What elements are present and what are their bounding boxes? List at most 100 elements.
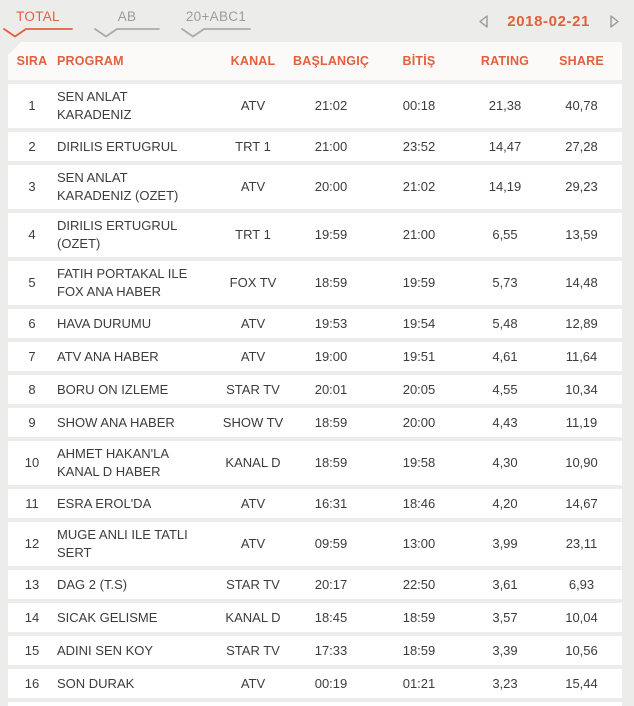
rank-cell: 12 xyxy=(24,536,40,551)
share-cell: 10,56 xyxy=(565,642,598,658)
program-cell: ATV ANA HABER xyxy=(57,348,159,364)
next-date-button[interactable] xyxy=(604,11,624,31)
share-cell: 14,48 xyxy=(565,275,598,290)
end-time-cell: 19:51 xyxy=(402,348,436,364)
rank-cell: 13 xyxy=(24,576,40,592)
column-header-bitis: BİTİŞ xyxy=(402,54,436,68)
table-row: 7 ATV ANA HABER ATV 19:00 19:51 4,61 11,… xyxy=(8,342,622,371)
table-row: 9 SHOW ANA HABER SHOW TV 18:59 20:00 4,4… xyxy=(8,408,622,437)
channel-cell: TRT 1 xyxy=(235,227,271,242)
rating-cell: 3,23 xyxy=(492,675,518,691)
program-cell: SICAK GELISME xyxy=(57,609,158,625)
rank-cell: 11 xyxy=(25,495,39,511)
end-time-cell: 19:54 xyxy=(402,315,436,331)
table-row: 4 DIRILIS ERTUGRUL (OZET) TRT 1 19:59 21… xyxy=(8,213,622,257)
share-cell: 40,78 xyxy=(565,98,598,113)
rating-cell: 14,47 xyxy=(488,138,522,154)
prev-date-button[interactable] xyxy=(473,11,493,31)
channel-cell: SHOW TV xyxy=(222,414,284,430)
rank-cell: 2 xyxy=(28,138,36,154)
tab-underline-notch-icon xyxy=(3,28,73,38)
program-cell: AHMET HAKAN'LA KANAL D HABER xyxy=(57,446,169,479)
share-cell: 11,64 xyxy=(565,348,598,364)
end-time-cell: 18:59 xyxy=(402,642,436,658)
table-header-row: SIRA PROGRAM KANAL BAŞLANGIÇ BİTİŞ RATIN… xyxy=(8,42,622,80)
channel-cell: ATV xyxy=(240,98,266,113)
table-body: 1 SEN ANLAT KARADENIZ ATV 21:02 00:18 21… xyxy=(8,84,622,698)
share-cell: 11,19 xyxy=(565,414,598,430)
audience-tabs: TOTAL AB 20+ABC1 xyxy=(3,7,251,39)
channel-cell: STAR TV xyxy=(226,576,280,592)
channel-cell: ATV xyxy=(240,315,266,331)
end-time-cell: 22:50 xyxy=(402,576,436,592)
column-header-rating: RATING xyxy=(480,54,530,68)
tab-ab[interactable]: AB xyxy=(94,7,160,39)
rating-cell: 21,38 xyxy=(488,98,522,113)
table-row: 12 MUGE ANLI ILE TATLI SERT ATV 09:59 13… xyxy=(8,522,622,566)
table-row: 13 DAG 2 (T.S) STAR TV 20:17 22:50 3,61 … xyxy=(8,570,622,599)
column-header-share: SHARE xyxy=(559,54,604,68)
share-cell: 29,23 xyxy=(565,179,598,194)
end-time-cell: 19:58 xyxy=(402,455,436,470)
tab-total[interactable]: TOTAL xyxy=(3,7,73,39)
tab-underline-notch-icon xyxy=(94,28,160,38)
end-time-cell: 00:18 xyxy=(402,98,436,113)
channel-cell: ATV xyxy=(240,536,266,551)
channel-cell: TRT 1 xyxy=(235,138,271,154)
channel-cell: KANAL D xyxy=(225,609,281,625)
channel-cell: KANAL D xyxy=(225,455,281,470)
rank-cell: 4 xyxy=(28,227,36,242)
triangle-left-icon xyxy=(479,14,488,28)
program-cell: SON DURAK xyxy=(57,675,135,691)
rank-cell: 5 xyxy=(28,275,36,290)
program-cell: DIRILIS ERTUGRUL xyxy=(57,138,178,154)
rating-cell: 5,73 xyxy=(492,275,518,290)
program-cell: ESRA EROL'DA xyxy=(57,495,152,511)
rating-cell: 4,61 xyxy=(492,348,518,364)
end-time-cell: 19:59 xyxy=(402,275,436,290)
start-time-cell: 18:59 xyxy=(314,414,348,430)
share-cell: 10,90 xyxy=(565,455,598,470)
column-header-program: PROGRAM xyxy=(57,54,124,68)
column-header-baslangic: BAŞLANGIÇ xyxy=(293,54,370,68)
rating-cell: 4,30 xyxy=(492,455,518,470)
table-row: 11 ESRA EROL'DA ATV 16:31 18:46 4,20 14,… xyxy=(8,489,622,518)
rank-cell: 1 xyxy=(28,98,36,113)
table-row: 5 FATIH PORTAKAL ILE FOX ANA HABER FOX T… xyxy=(8,261,622,305)
rank-cell: 10 xyxy=(24,455,40,470)
share-cell: 10,34 xyxy=(565,381,598,397)
table-row: 14 SICAK GELISME KANAL D 18:45 18:59 3,5… xyxy=(8,603,622,632)
share-cell: 6,93 xyxy=(568,576,595,592)
start-time-cell: 16:31 xyxy=(314,495,348,511)
end-time-cell: 20:00 xyxy=(402,414,436,430)
share-cell: 13,59 xyxy=(565,227,598,242)
start-time-cell: 21:02 xyxy=(314,98,348,113)
rating-cell: 3,99 xyxy=(492,536,518,551)
table-row: 1 SEN ANLAT KARADENIZ ATV 21:02 00:18 21… xyxy=(8,84,622,128)
rating-cell: 4,20 xyxy=(492,495,518,511)
program-cell: SEN ANLAT KARADENIZ (OZET) xyxy=(57,170,179,203)
tab-underline-notch-icon xyxy=(181,28,251,38)
program-cell: FATIH PORTAKAL ILE FOX ANA HABER xyxy=(57,266,188,299)
share-cell: 15,44 xyxy=(565,675,598,691)
program-cell: HAVA DURUMU xyxy=(57,315,152,331)
share-cell: 27,28 xyxy=(565,138,598,154)
triangle-right-icon xyxy=(609,14,619,28)
tab-20abc1-label: 20+ABC1 xyxy=(185,9,247,24)
end-time-cell: 21:02 xyxy=(402,179,436,194)
rank-cell: 8 xyxy=(28,381,36,397)
share-cell: 12,89 xyxy=(565,315,598,331)
table-row: 6 HAVA DURUMU ATV 19:53 19:54 5,48 12,89 xyxy=(8,309,622,338)
start-time-cell: 20:17 xyxy=(314,576,348,592)
tab-20abc1[interactable]: 20+ABC1 xyxy=(181,7,251,39)
end-time-cell: 20:05 xyxy=(402,381,436,397)
start-time-cell: 18:59 xyxy=(314,275,348,290)
rank-cell: 6 xyxy=(28,315,36,331)
rating-cell: 14,19 xyxy=(488,179,522,194)
table-row: 10 AHMET HAKAN'LA KANAL D HABER KANAL D … xyxy=(8,441,622,485)
rating-cell: 6,55 xyxy=(492,227,518,242)
column-header-sira: SIRA xyxy=(16,54,48,68)
column-header-kanal: KANAL xyxy=(230,54,276,68)
channel-cell: ATV xyxy=(240,179,266,194)
channel-cell: STAR TV xyxy=(226,381,280,397)
